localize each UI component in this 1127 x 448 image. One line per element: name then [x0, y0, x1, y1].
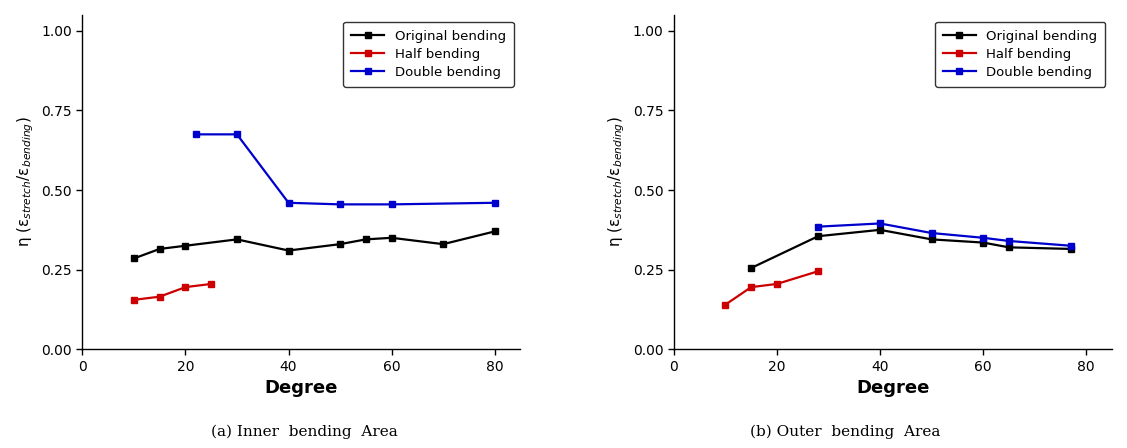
Double bending: [334, 202, 347, 207]
Half bending: [745, 284, 758, 290]
Half bending: [153, 294, 167, 299]
Text: (a) Inner  bending  Area: (a) Inner bending Area: [211, 425, 398, 439]
Text: (b) Outer  bending  Area: (b) Outer bending Area: [751, 425, 940, 439]
Double bending: [976, 235, 990, 241]
Line: Half bending: Half bending: [131, 280, 214, 303]
Y-axis label: η (ε$_{stretch}$/ε$_{bending}$): η (ε$_{stretch}$/ε$_{bending}$): [15, 116, 36, 247]
Original bending: [436, 241, 450, 247]
Legend: Original bending, Half bending, Double bending: Original bending, Half bending, Double b…: [344, 22, 514, 87]
Original bending: [282, 248, 295, 253]
Original bending: [976, 240, 990, 245]
Original bending: [488, 229, 502, 234]
Original bending: [745, 265, 758, 271]
Half bending: [179, 284, 193, 290]
Original bending: [384, 235, 398, 241]
Line: Half bending: Half bending: [722, 268, 822, 308]
Double bending: [230, 132, 243, 137]
Double bending: [189, 132, 203, 137]
Half bending: [127, 297, 141, 302]
Original bending: [873, 227, 887, 233]
Original bending: [1002, 245, 1015, 250]
Original bending: [360, 237, 373, 242]
Original bending: [179, 243, 193, 249]
Original bending: [230, 237, 243, 242]
Original bending: [811, 233, 825, 239]
Line: Double bending: Double bending: [815, 220, 1074, 249]
Y-axis label: η (ε$_{stretch}$/ε$_{bending}$): η (ε$_{stretch}$/ε$_{bending}$): [606, 116, 627, 247]
Line: Original bending: Original bending: [747, 226, 1074, 271]
Original bending: [925, 237, 939, 242]
X-axis label: Degree: Degree: [857, 379, 930, 397]
Original bending: [1064, 246, 1077, 252]
Half bending: [770, 281, 783, 287]
Original bending: [334, 241, 347, 247]
Double bending: [925, 230, 939, 236]
Half bending: [204, 281, 218, 287]
Double bending: [282, 200, 295, 206]
Half bending: [719, 302, 733, 307]
Double bending: [1064, 243, 1077, 249]
Double bending: [873, 221, 887, 226]
Original bending: [127, 256, 141, 261]
Legend: Original bending, Half bending, Double bending: Original bending, Half bending, Double b…: [935, 22, 1106, 87]
Original bending: [153, 246, 167, 252]
Double bending: [384, 202, 398, 207]
Double bending: [811, 224, 825, 229]
Double bending: [1002, 238, 1015, 244]
Double bending: [488, 200, 502, 206]
Line: Original bending: Original bending: [131, 228, 498, 262]
X-axis label: Degree: Degree: [265, 379, 338, 397]
Half bending: [811, 268, 825, 274]
Line: Double bending: Double bending: [193, 131, 498, 208]
